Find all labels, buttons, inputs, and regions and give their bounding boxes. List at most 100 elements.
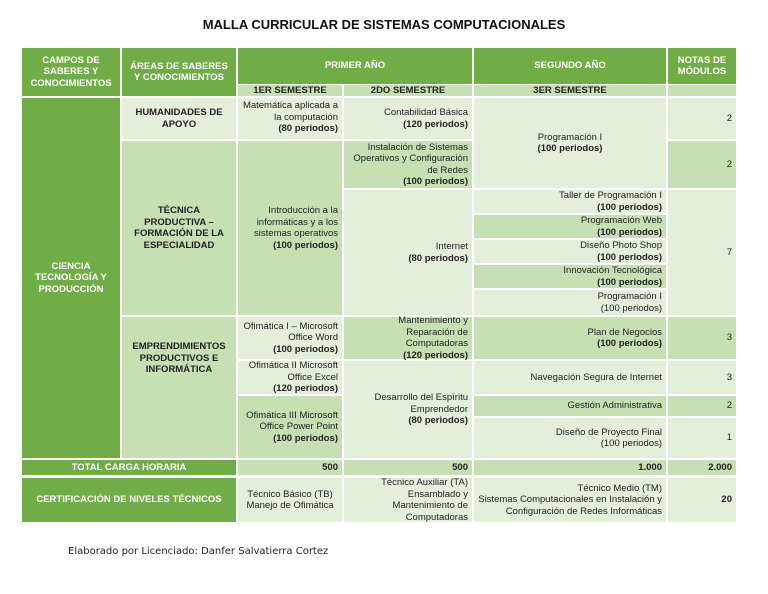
cell-text: 2 xyxy=(726,158,732,170)
module-note: 2 xyxy=(668,396,736,416)
cell-text: Innovación Tecnológica xyxy=(563,265,662,276)
cell-text: Plan de Negocios xyxy=(587,326,662,338)
cell-text: (120 periodos) xyxy=(403,118,468,130)
cell-text: 3 xyxy=(726,332,732,344)
area-humanidades: HUMANIDADES DE APOYO xyxy=(122,98,236,139)
total-all: 2.000 xyxy=(668,460,736,475)
cert-notes: 20 xyxy=(668,478,736,522)
header-1er-semestre: 1ER SEMESTRE xyxy=(238,85,342,96)
module-ofi3: Ofimática III Microsoft Office Power Poi… xyxy=(238,396,342,458)
cell-text: (100 periodos) xyxy=(597,201,662,213)
cell-text: TÉCNICA PRODUCTIVA – FORMACIÓN DE LA ESP… xyxy=(134,205,224,251)
cell-text: (100 periodos) xyxy=(597,226,662,238)
cell-text: Gestión Administrativa xyxy=(567,400,662,412)
module-plan: Plan de Negocios (100 periodos) xyxy=(474,317,666,359)
module-note: 2 xyxy=(668,141,736,188)
module-gest: Gestión Administrativa xyxy=(474,396,666,416)
cell-text: Programación Web xyxy=(580,215,662,226)
module-prog1: Programación I (100 periodos) xyxy=(474,98,666,188)
cell-text: 1.000 xyxy=(638,461,662,473)
cell-text: Ofimática II Microsoft Office Excel xyxy=(248,360,338,383)
module-ofi2: Ofimática II Microsoft Office Excel (120 … xyxy=(238,360,342,395)
header-areas: ÁREAS DE SABERES Y CONOCIMIENTOS xyxy=(122,48,236,96)
cell-text: Desarrollo del Espíritu Emprendedor xyxy=(374,392,468,415)
cell-text: CERTIFICACIÓN DE NIVELES TÉCNICOS xyxy=(36,494,222,506)
cell-text: 500 xyxy=(322,461,338,473)
cell-text: Diseño de Proyecto Final xyxy=(555,426,662,438)
cell-text: (100 periodos) xyxy=(597,251,662,263)
cell-text: (100 periodos) xyxy=(273,343,338,355)
cell-text: Taller de Programación I xyxy=(559,190,662,201)
cell-text: 500 xyxy=(452,461,468,473)
header-3er-semestre: 3ER SEMESTRE xyxy=(474,85,666,96)
cell-text: Introducción a la informáticas y a los s… xyxy=(254,205,338,239)
page-title: MALLA CURRICULAR DE SISTEMAS COMPUTACION… xyxy=(202,17,566,32)
cell-text: Diseño Photo Shop xyxy=(580,240,662,251)
cell-text: 2.000 xyxy=(708,461,732,473)
cell-text: Ofimática III Microsoft Office Power Poi… xyxy=(246,409,338,433)
header-notas-sub xyxy=(668,85,736,96)
cell-text: Técnico Medio (TM) xyxy=(577,482,662,494)
cell-text: (100 periodos) xyxy=(597,276,662,288)
cert-tb: Técnico Básico (TB) Manejo de Ofimática xyxy=(238,478,342,522)
module-web: Programación Web (100 periodos) xyxy=(474,215,666,238)
total-s3: 1.000 xyxy=(474,460,666,475)
module-note: 7 xyxy=(668,190,736,315)
module-note: 3 xyxy=(668,317,736,359)
module-note: 2 xyxy=(668,98,736,139)
cell-text: PRIMER AÑO xyxy=(324,60,386,72)
cell-text: (80 periodos) xyxy=(278,123,338,134)
author-note: Elaborado por Licenciado: Danfer Salvati… xyxy=(68,546,329,557)
cell-text: Navegación Segura de Internet xyxy=(530,371,662,383)
cell-text: ÁREAS DE SABERES Y CONOCIMIENTOS xyxy=(130,60,228,84)
area-emprendimientos: EMPRENDIMIENTOS PRODUCTIVOS E INFORMÁTIC… xyxy=(122,317,236,458)
cell-text: 3 xyxy=(726,371,732,383)
cell-text: (100 periodos) xyxy=(600,302,662,314)
cert-label: CERTIFICACIÓN DE NIVELES TÉCNICOS xyxy=(22,478,236,522)
cell-text: Técnico Auxiliar (TA) Ensamblado y Mante… xyxy=(381,477,468,523)
cell-text: Técnico Básico (TB) Manejo de Ofimática xyxy=(246,488,334,512)
cell-text: Instalación de Sistemas Operativos y Con… xyxy=(353,141,468,176)
module-prog1b: Programación I (100 periodos) xyxy=(474,290,666,315)
header-campos: CAMPOS DE SABERES Y CONOCIMIENTOS xyxy=(22,48,120,96)
cell-text: 7 xyxy=(726,246,732,258)
total-s2: 500 xyxy=(344,460,472,475)
cell-text: (100 periodos) xyxy=(273,432,338,444)
cell-text: Ofimática I – Microsoft Office Word xyxy=(243,320,339,344)
cell-text: (80 periodos) xyxy=(408,252,468,264)
module-note: 3 xyxy=(668,361,736,394)
cell-text: CIENCIA TECNOLOGÍA Y PRODUCCIÓN xyxy=(35,260,107,295)
total-s1: 500 xyxy=(238,460,342,475)
cell-text: EMPRENDIMIENTOS PRODUCTIVOS E INFORMÁTIC… xyxy=(132,341,226,376)
module-taller: Taller de Programación I (100 periodos) xyxy=(474,190,666,213)
cell-text: (100 periodos) xyxy=(600,438,662,449)
module-note: 1 xyxy=(668,418,736,458)
cell-text: 1ER SEMESTRE xyxy=(253,84,327,96)
module-cont: Contabilidad Básica (120 periodos) xyxy=(344,98,472,139)
cell-text: (100 periodos) xyxy=(597,338,662,349)
module-innov: Innovación Tecnológica (100 periodos) xyxy=(474,265,666,288)
header-2do-semestre: 2DO SEMESTRE xyxy=(344,85,472,96)
module-intro: Introducción a la informáticas y a los s… xyxy=(238,141,342,315)
cell-text: 2DO SEMESTRE xyxy=(370,84,446,96)
cell-text: 2 xyxy=(726,112,732,124)
cell-text: 20 xyxy=(721,494,732,506)
module-photo: Diseño Photo Shop (100 periodos) xyxy=(474,240,666,263)
cell-text: 3ER SEMESTRE xyxy=(533,84,607,96)
cell-text: CAMPOS DE SABERES Y CONOCIMIENTOS xyxy=(30,54,112,89)
cell-text: 1 xyxy=(726,432,732,444)
cell-text: (100 periodos) xyxy=(273,239,338,251)
cell-text: Internet xyxy=(435,241,468,252)
cell-text: (120 periodos) xyxy=(273,383,338,395)
cell-text: (80 periodos) xyxy=(408,415,468,427)
campo-ciencia: CIENCIA TECNOLOGÍA Y PRODUCCIÓN xyxy=(22,98,120,458)
header-notas: NOTAS DE MÓDULOS xyxy=(668,48,736,84)
cell-text: SEGUNDO AÑO xyxy=(534,60,606,72)
cert-tm: Técnico Medio (TM) Sistemas Computacional… xyxy=(474,478,666,522)
cell-text: (120 periodos) xyxy=(403,349,468,361)
module-desa: Desarrollo del Espíritu Emprendedor (80 p… xyxy=(344,361,472,458)
cert-ta: Técnico Auxiliar (TA) Ensamblado y Mante… xyxy=(344,477,472,523)
module-mant: Mantenimiento y Reparación de Computador… xyxy=(344,315,472,361)
module-mat: Matemática aplicada a la computación (80 … xyxy=(238,98,342,139)
cell-text: NOTAS DE MÓDULOS xyxy=(677,54,727,78)
